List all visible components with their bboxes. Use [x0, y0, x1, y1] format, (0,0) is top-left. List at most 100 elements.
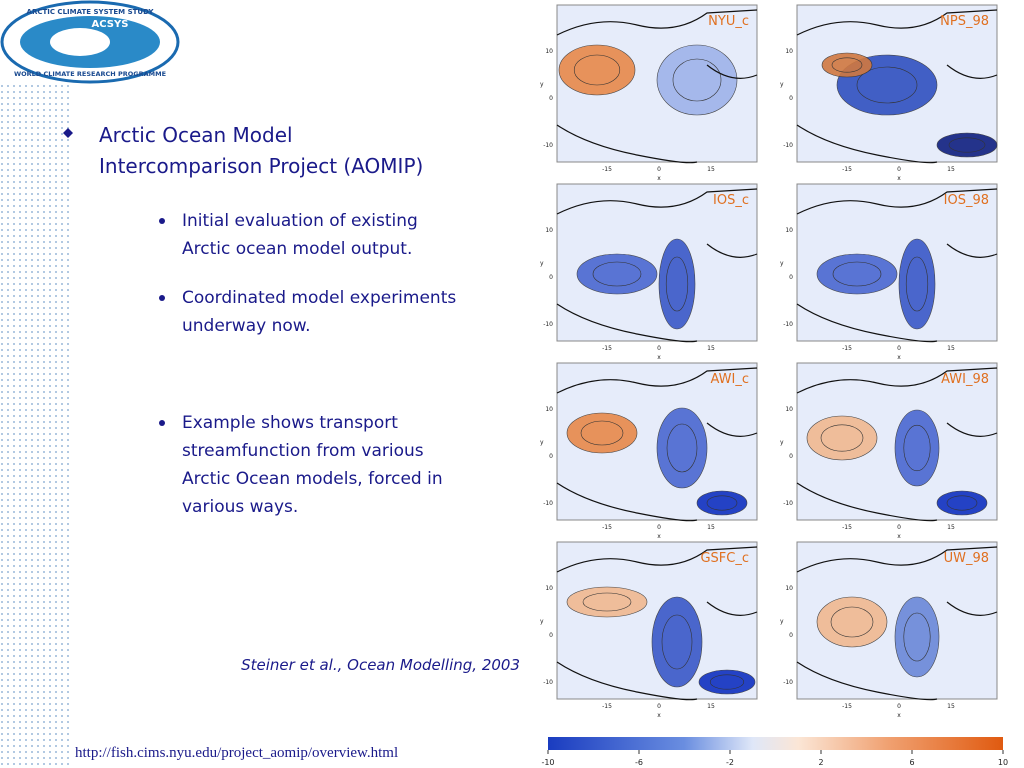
x-tick-label: 0: [657, 703, 661, 710]
y-tick-label: 10: [785, 227, 793, 234]
x-tick-label: -15: [602, 345, 612, 352]
sub-bullet: streamfunction from various: [182, 441, 424, 461]
sub-bullet: various ways.: [182, 497, 298, 517]
colorbar-tick-label: 10: [998, 758, 1008, 767]
y-axis-label: y: [540, 260, 544, 267]
y-tick-label: 10: [785, 406, 793, 413]
contour-blob: [816, 596, 888, 648]
main-bullet: Intercomparison Project (AOMIP): [99, 154, 423, 178]
panel-label: NYU_c: [708, 14, 749, 29]
y-tick-label: 0: [789, 95, 793, 102]
y-tick-label: 10: [545, 585, 553, 592]
x-axis-label: x: [657, 712, 661, 719]
x-tick-label: 15: [707, 524, 715, 531]
logo-top: ARCTIC CLIMATE SYSTEM STUDY: [27, 8, 155, 16]
y-tick-label: 10: [545, 48, 553, 55]
panel-label: IOS_98: [944, 193, 989, 208]
y-tick-label: 0: [789, 632, 793, 639]
logo-bottom: WORLD CLIMATE RESEARCH PROGRAMME: [14, 70, 166, 78]
y-axis-label: y: [540, 618, 544, 625]
x-tick-label: 0: [657, 345, 661, 352]
map-panel: AWI_c 10 0 -10 y -15 0 15 x: [540, 362, 758, 540]
y-tick-label: -10: [543, 142, 553, 149]
y-tick-label: 0: [549, 632, 553, 639]
contour-blob: [566, 412, 638, 454]
x-tick-label: 15: [947, 166, 955, 173]
contour-line: [903, 424, 931, 472]
x-tick-label: 0: [897, 703, 901, 710]
x-tick-label: 15: [947, 703, 955, 710]
x-tick-label: -15: [602, 524, 612, 531]
map-panel: GSFC_c 10 0 -10 y -15 0 15 x: [540, 541, 758, 719]
y-tick-label: -10: [543, 321, 553, 328]
contour-blob: [656, 44, 738, 116]
contour-blob: [576, 253, 658, 295]
contour-blob: [894, 409, 940, 487]
logo: ARCTIC CLIMATE SYSTEM STUDY ACSYS WORLD …: [0, 0, 180, 84]
colorbar-tick-label: -2: [726, 758, 734, 767]
contour-blob: [696, 490, 748, 516]
y-tick-label: 0: [789, 453, 793, 460]
contour-blob: [898, 238, 936, 330]
map-panel: NYU_c 10 0 -10 y -15 0 15 x: [540, 4, 758, 182]
x-tick-label: 0: [897, 345, 901, 352]
contour-blob: [816, 253, 898, 295]
contour-blob: [821, 52, 873, 78]
contour-blob: [558, 44, 636, 96]
sub-bullet-dot: [159, 295, 165, 301]
contour-line: [903, 612, 931, 662]
y-axis-label: y: [780, 439, 784, 446]
y-axis-label: y: [540, 81, 544, 88]
map-panel: UW_98 10 0 -10 y -15 0 15 x: [780, 541, 998, 719]
contour-blob: [936, 132, 998, 158]
x-tick-label: -15: [602, 703, 612, 710]
panel-label: NPS_98: [940, 14, 989, 29]
y-tick-label: -10: [783, 321, 793, 328]
panel-label: GSFC_c: [700, 551, 749, 566]
x-tick-label: 0: [897, 166, 901, 173]
x-axis-label: x: [657, 175, 661, 182]
contour-line: [948, 137, 986, 153]
contour-line: [706, 495, 738, 511]
contour-line: [832, 261, 882, 287]
x-tick-label: -15: [602, 166, 612, 173]
x-axis-label: x: [897, 175, 901, 182]
x-tick-label: 15: [707, 345, 715, 352]
x-tick-label: 15: [947, 345, 955, 352]
contour-line: [946, 495, 978, 511]
sub-bullet: Arctic ocean model output.: [182, 239, 412, 259]
x-tick-label: 0: [897, 524, 901, 531]
sub-bullet: Arctic Ocean models, forced in: [182, 469, 443, 489]
sub-bullet-dot: [159, 420, 165, 426]
url[interactable]: http://fish.cims.nyu.edu/project_aomip/o…: [75, 745, 398, 761]
x-axis-label: x: [657, 533, 661, 540]
x-axis-label: x: [897, 533, 901, 540]
contour-line: [856, 66, 918, 104]
contour-line: [573, 54, 621, 86]
dot-band: [0, 82, 72, 768]
coastline: [556, 188, 758, 343]
contour-line: [905, 256, 929, 312]
y-tick-label: 0: [789, 274, 793, 281]
citation: Steiner et al., Ocean Modelling, 2003: [241, 656, 520, 674]
main-bullet: Arctic Ocean Model: [99, 123, 293, 147]
colorbar-tick-label: -6: [635, 758, 643, 767]
x-tick-label: 15: [947, 524, 955, 531]
panel-label: UW_98: [944, 551, 989, 566]
y-tick-label: -10: [543, 679, 553, 686]
y-axis-label: y: [540, 439, 544, 446]
y-tick-label: 0: [549, 95, 553, 102]
contour-line: [830, 606, 874, 638]
y-axis-label: y: [780, 260, 784, 267]
x-tick-label: -15: [842, 524, 852, 531]
colorbar-tick-label: 2: [818, 758, 823, 767]
x-axis-label: x: [897, 354, 901, 361]
contour-blob: [806, 415, 878, 461]
y-axis-label: y: [780, 81, 784, 88]
y-tick-label: -10: [783, 500, 793, 507]
sub-bullet: underway now.: [182, 316, 311, 336]
contour-line: [592, 261, 642, 287]
map-panel: AWI_98 10 0 -10 y -15 0 15 x: [780, 362, 998, 540]
logo-name: ACSYS: [92, 19, 129, 30]
